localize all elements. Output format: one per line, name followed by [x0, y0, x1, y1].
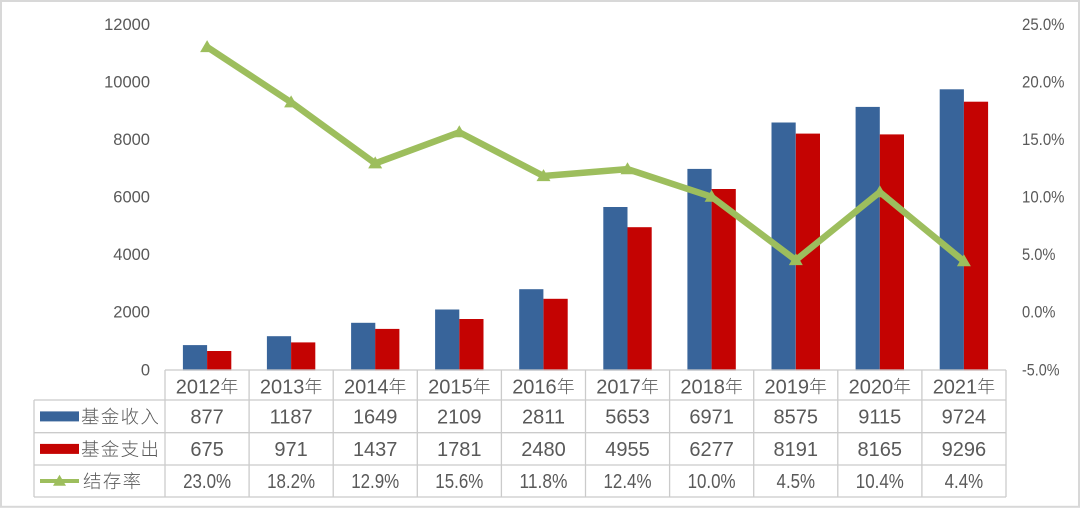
svg-text:12.9%: 12.9% [351, 471, 399, 493]
svg-text:877: 877 [190, 407, 223, 429]
svg-text:2017: 2017 [596, 376, 641, 398]
svg-text:4.5%: 4.5% [777, 471, 816, 493]
svg-text:12000: 12000 [104, 16, 150, 34]
svg-text:18.2%: 18.2% [267, 471, 315, 493]
svg-text:2000: 2000 [113, 304, 150, 322]
svg-text:10.0%: 10.0% [1022, 189, 1065, 207]
svg-text:1187: 1187 [270, 407, 313, 429]
svg-text:25.0%: 25.0% [1022, 16, 1065, 34]
svg-text:4000: 4000 [113, 246, 150, 264]
svg-text:11.8%: 11.8% [520, 471, 568, 493]
svg-text:15.0%: 15.0% [1022, 131, 1065, 149]
svg-text:20.0%: 20.0% [1022, 73, 1065, 91]
svg-text:2013: 2013 [260, 376, 305, 398]
svg-text:1649: 1649 [353, 407, 398, 429]
svg-text:2480: 2480 [521, 439, 566, 461]
svg-text:675: 675 [190, 439, 223, 461]
svg-text:12.4%: 12.4% [604, 471, 652, 493]
svg-text:6277: 6277 [689, 439, 734, 461]
svg-text:2014: 2014 [344, 376, 389, 398]
svg-text:2012: 2012 [176, 376, 221, 398]
svg-text:0: 0 [141, 361, 150, 379]
svg-text:2016: 2016 [512, 376, 557, 398]
svg-text:23.0%: 23.0% [183, 471, 231, 493]
svg-text:5.0%: 5.0% [1022, 246, 1056, 264]
svg-text:2020: 2020 [849, 376, 894, 398]
svg-text:8575: 8575 [774, 407, 819, 429]
svg-text:10.0%: 10.0% [688, 471, 736, 493]
svg-text:10000: 10000 [104, 73, 150, 91]
svg-text:2109: 2109 [437, 407, 482, 429]
svg-text:8000: 8000 [113, 131, 150, 149]
svg-text:9724: 9724 [942, 407, 987, 429]
svg-text:6971: 6971 [689, 407, 734, 429]
svg-text:8191: 8191 [774, 439, 819, 461]
svg-text:4.4%: 4.4% [945, 471, 984, 493]
svg-text:2015: 2015 [428, 376, 473, 398]
svg-text:1437: 1437 [353, 439, 398, 461]
svg-text:2021: 2021 [933, 376, 978, 398]
svg-text:9115: 9115 [858, 407, 901, 429]
svg-text:9296: 9296 [942, 439, 987, 461]
svg-text:15.6%: 15.6% [435, 471, 483, 493]
svg-text:10.4%: 10.4% [856, 471, 904, 493]
svg-text:4955: 4955 [605, 439, 650, 461]
svg-text:5653: 5653 [605, 407, 650, 429]
svg-text:0.0%: 0.0% [1022, 304, 1056, 322]
svg-text:2811: 2811 [522, 407, 565, 429]
svg-text:971: 971 [274, 439, 307, 461]
svg-text:2018: 2018 [680, 376, 725, 398]
svg-text:1781: 1781 [437, 439, 482, 461]
svg-text:6000: 6000 [113, 189, 150, 207]
svg-text:2019: 2019 [765, 376, 810, 398]
svg-text:-5.0%: -5.0% [1022, 361, 1060, 379]
svg-text:8165: 8165 [858, 439, 903, 461]
